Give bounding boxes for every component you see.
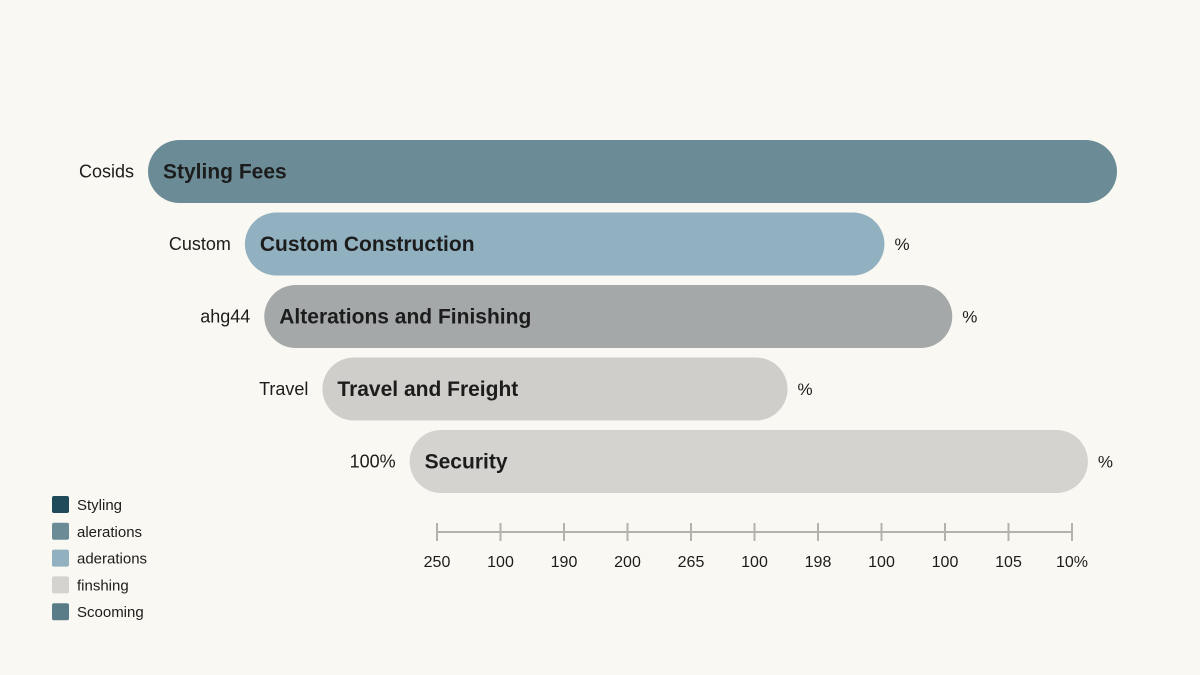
row-label: ahg44 <box>200 307 250 327</box>
bar-label: Travel and Freight <box>337 378 518 401</box>
legend-label: aderations <box>77 551 147 568</box>
percent-label: % <box>962 308 977 327</box>
row-label: Custom <box>169 234 231 254</box>
x-tick-label: 100 <box>487 554 514 571</box>
legend-label: alerations <box>77 524 142 541</box>
legend-swatch <box>52 522 69 540</box>
bar <box>264 285 953 348</box>
row-label: Cosids <box>79 162 134 182</box>
x-tick-label: 198 <box>805 554 832 571</box>
bar <box>409 430 1088 493</box>
x-tick-label: 250 <box>424 554 451 571</box>
x-tick-label: 10% <box>1056 554 1088 571</box>
x-tick-label: 190 <box>551 554 578 571</box>
x-tick-label: 100 <box>741 554 768 571</box>
legend-label: Styling <box>77 497 122 514</box>
bar <box>148 140 1117 203</box>
legend-label: finshing <box>77 577 129 594</box>
x-tick-label: 100 <box>932 554 959 571</box>
legend-swatch <box>52 576 69 594</box>
x-tick-label: 200 <box>614 554 641 571</box>
x-tick-label: 100 <box>868 554 895 571</box>
x-tick-label: 265 <box>678 554 705 571</box>
bar-label: Alterations and Finishing <box>279 306 531 329</box>
bar <box>244 212 885 276</box>
percent-label: % <box>798 380 813 399</box>
legend-swatch <box>52 549 69 567</box>
percent-label: % <box>894 235 909 254</box>
x-tick-label: 105 <box>995 554 1022 571</box>
row-label: Travel <box>259 379 308 399</box>
bar-label: Security <box>425 451 508 474</box>
bar-label: Styling Fees <box>163 161 287 184</box>
row-label: 100% <box>350 452 396 472</box>
legend-swatch <box>52 496 69 513</box>
bar <box>322 357 788 421</box>
legend-swatch <box>52 603 69 621</box>
percent-label: % <box>1098 453 1113 472</box>
bar-label: Custom Construction <box>260 233 475 256</box>
legend-label: Scooming <box>77 604 144 621</box>
